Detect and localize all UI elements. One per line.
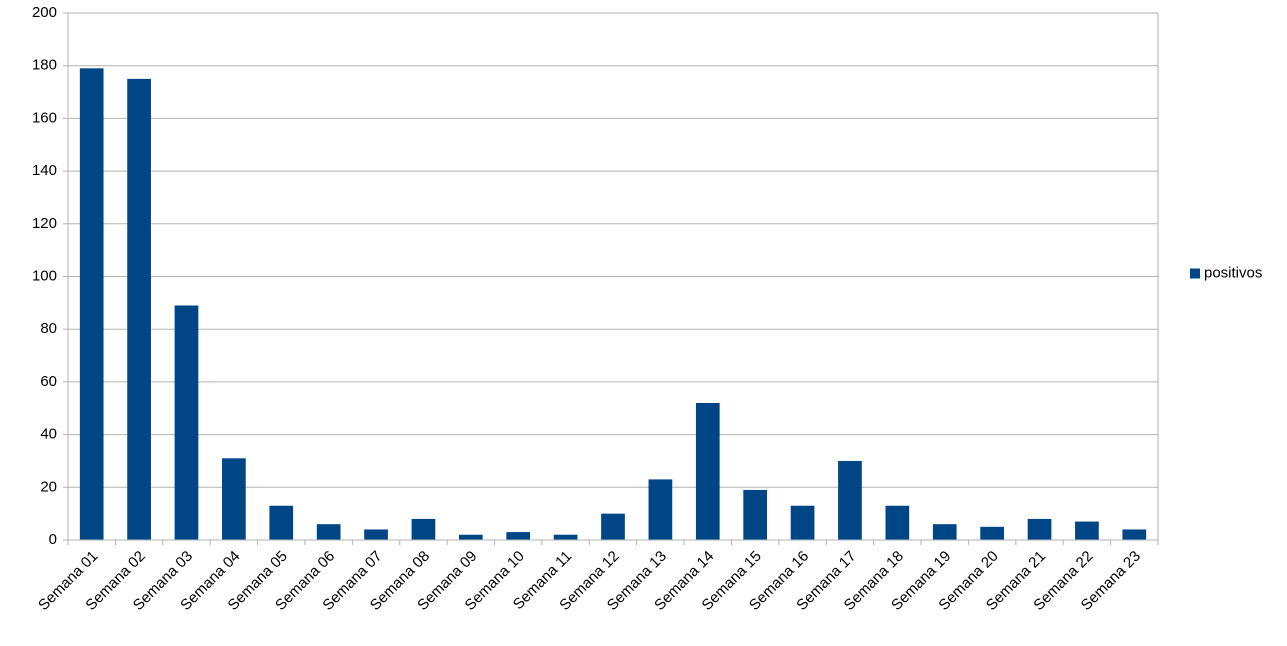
bar: [1075, 521, 1099, 540]
y-tick-label: 120: [32, 215, 57, 232]
bar: [695, 402, 720, 540]
legend-swatch: [1190, 268, 1200, 279]
y-tick-label: 100: [32, 267, 57, 284]
bar: [127, 78, 151, 540]
y-tick-label: 0: [49, 531, 57, 548]
bar: [838, 460, 862, 540]
bar: [790, 505, 815, 540]
bar: [743, 489, 768, 540]
bar: [174, 305, 199, 540]
bar: [222, 458, 246, 540]
bar: [506, 532, 531, 540]
bar: [316, 524, 341, 540]
bar: [932, 524, 957, 540]
y-tick-label: 200: [32, 4, 57, 21]
y-tick-label: 20: [40, 478, 57, 495]
bar: [1122, 529, 1147, 540]
bar: [458, 534, 483, 540]
bar: [1027, 518, 1052, 540]
bar: [601, 513, 625, 540]
bar: [553, 534, 578, 540]
bar: [648, 479, 673, 540]
y-tick-label: 160: [32, 109, 57, 126]
bar: [364, 529, 388, 540]
legend-label: positivos: [1204, 264, 1262, 281]
y-tick-label: 60: [40, 373, 57, 390]
y-tick-label: 140: [32, 162, 57, 179]
bar: [411, 518, 436, 540]
y-tick-label: 180: [32, 57, 57, 74]
y-tick-label: 80: [40, 320, 57, 337]
y-tick-label: 40: [40, 426, 57, 443]
bar: [79, 68, 104, 541]
bar: [269, 505, 294, 540]
bar: [980, 526, 1004, 540]
bar: [885, 505, 910, 540]
